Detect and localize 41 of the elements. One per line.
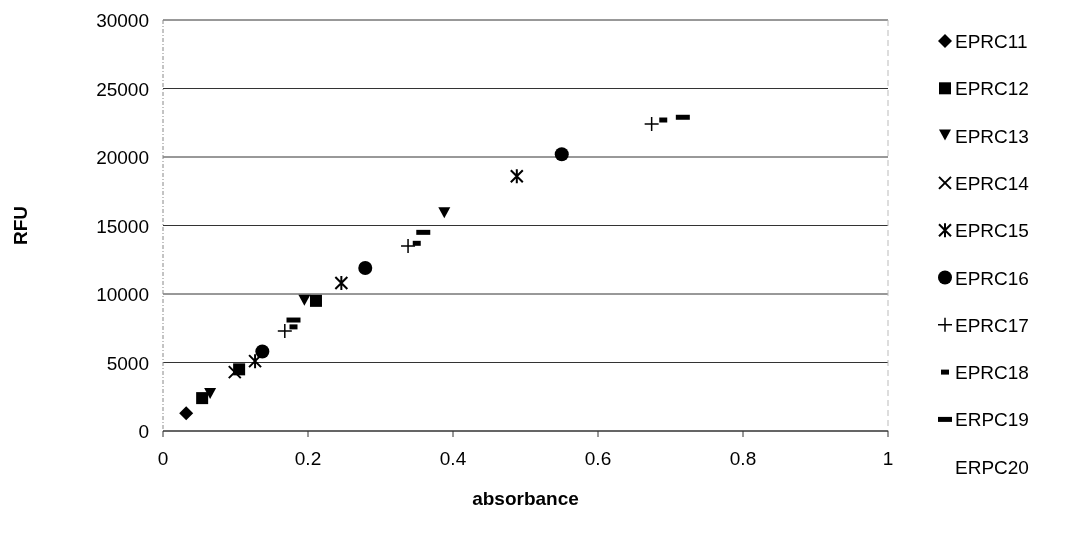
point: [309, 294, 322, 307]
y-tick-label: 5000: [106, 352, 149, 374]
point: [438, 207, 451, 219]
point: [298, 294, 311, 306]
legend-label: EPRC13: [955, 125, 1029, 147]
y-tick-label: 30000: [96, 10, 149, 31]
point: [255, 344, 270, 359]
point: [179, 406, 194, 421]
point: [400, 238, 416, 254]
point: [196, 392, 209, 405]
point: [358, 260, 373, 275]
x-tick-label: 0.2: [294, 448, 322, 469]
point: [204, 388, 217, 400]
x-tick-label: 0.8: [729, 448, 757, 469]
legend-label: EPRC14: [955, 172, 1030, 194]
y-axis-title: RFU: [10, 205, 31, 246]
y-tick-label: 25000: [96, 78, 149, 100]
point: [334, 275, 349, 292]
point: [509, 168, 524, 185]
y-tick-label: 15000: [96, 215, 149, 237]
point: [227, 365, 242, 380]
x-tick-label: 1: [882, 448, 894, 469]
legend-label: ERPC19: [955, 409, 1029, 431]
legend-label: EPRC17: [955, 314, 1029, 336]
x-tick-label: 0.6: [584, 448, 612, 469]
x-tick-label: 0.4: [439, 448, 467, 469]
x-axis-title: absorbance: [472, 488, 579, 509]
y-tick-label: 0: [138, 421, 149, 442]
legend-label: EPRC12: [955, 78, 1029, 100]
legend-label: ERPC20: [955, 456, 1029, 478]
y-tick-label: 10000: [96, 284, 149, 305]
point: [248, 353, 263, 370]
legend-label: EPRC15: [955, 220, 1029, 242]
legend-label: EPRC16: [955, 267, 1029, 289]
y-tick-label: 20000: [96, 147, 149, 168]
legend-label: EPRC18: [955, 362, 1029, 384]
point: [643, 116, 660, 132]
point: [554, 147, 569, 162]
legend-label: EPRC11: [955, 31, 1028, 52]
point: [277, 323, 293, 339]
x-tick-label: 0: [157, 448, 169, 469]
